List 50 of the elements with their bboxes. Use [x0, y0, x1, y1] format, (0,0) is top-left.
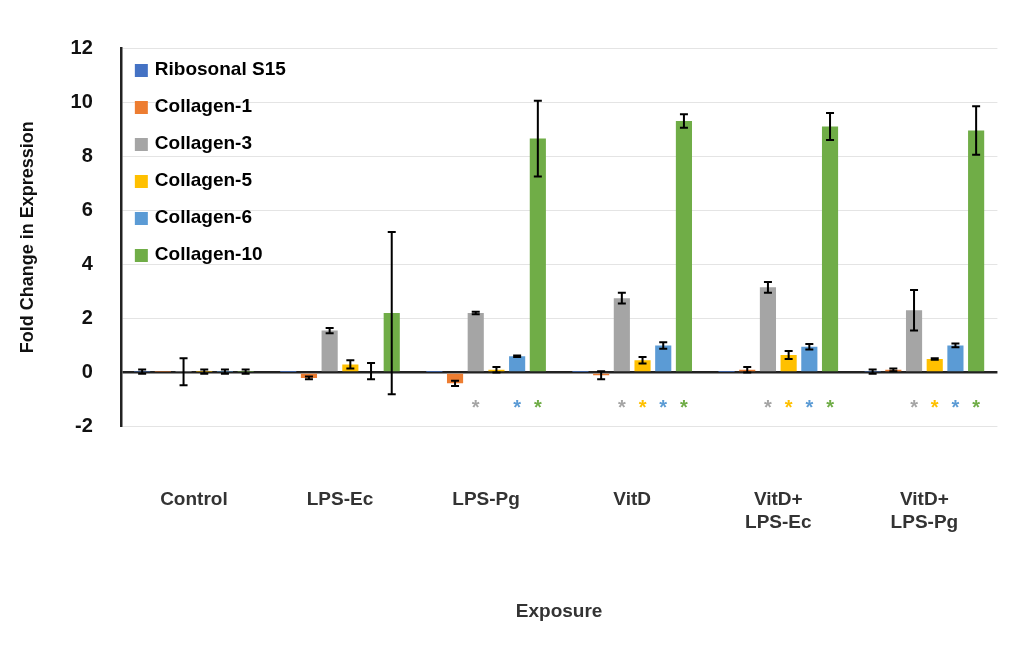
bar [675, 121, 693, 372]
bar [801, 346, 818, 372]
bar [905, 310, 923, 372]
data-label: * [972, 396, 981, 419]
x-tick-label: VitD+ LPS-Pg [890, 488, 959, 533]
x-axis-title: Exposure [515, 599, 603, 621]
legend-label: Collagen-1 [154, 95, 253, 117]
x-tick-label: VitD+ LPS-Ec [745, 488, 812, 533]
data-label: * [805, 396, 814, 419]
y-axis-title: Fold Change in Expression [16, 121, 37, 354]
legend-label: Collagen-5 [154, 169, 253, 191]
bar [947, 345, 964, 372]
data-label: * [617, 396, 626, 419]
x-tick-label: LPS-Pg [452, 488, 520, 510]
data-label: * [951, 396, 960, 419]
bar [968, 130, 985, 372]
y-tick-label: -2 [75, 414, 93, 437]
bar [655, 345, 672, 372]
data-label: * [680, 396, 689, 419]
data-label: * [471, 396, 480, 419]
data-label: * [764, 396, 773, 419]
y-tick-label: 8 [81, 143, 93, 166]
data-label: * [533, 396, 542, 419]
x-tick-label: LPS-Ec [306, 488, 374, 510]
y-tick-label: 12 [70, 35, 93, 58]
bar [759, 287, 777, 372]
x-tick-label: VitD [613, 488, 652, 510]
y-tick-label: 6 [81, 197, 93, 220]
y-tick-label: 2 [81, 305, 93, 328]
bar [467, 313, 484, 372]
data-label: * [930, 396, 939, 419]
bar [529, 138, 546, 372]
bar [509, 356, 526, 372]
data-label: * [659, 396, 668, 419]
bar [821, 126, 839, 372]
legend-label: Collagen-10 [154, 243, 263, 265]
legend-label: Ribosonal S15 [154, 58, 287, 80]
x-tick-label: Control [160, 488, 228, 510]
y-tick-label: 4 [81, 251, 94, 274]
y-tick-label: 0 [81, 360, 93, 383]
legend-label: Collagen-3 [154, 132, 252, 154]
data-label: * [910, 396, 919, 419]
bar [321, 330, 338, 372]
y-tick-label: 10 [70, 89, 93, 112]
legend-label: Collagen-6 [154, 206, 252, 228]
data-label: * [826, 396, 835, 419]
data-label: * [638, 396, 647, 419]
data-label: * [513, 396, 522, 419]
bar [613, 298, 630, 372]
data-label: * [784, 396, 793, 419]
